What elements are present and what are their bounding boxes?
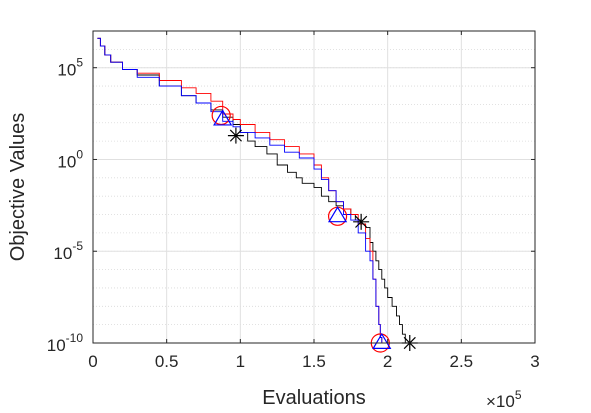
y-tick-exp: -5 [72, 239, 83, 253]
x-tick-label: 0.5 [155, 352, 179, 371]
marker-layer [211, 105, 418, 353]
series-1-marker-2 [353, 213, 370, 230]
series-line-3 [97, 37, 383, 343]
y-tick-base: 10 [53, 244, 72, 263]
x-tick-label: 0 [88, 352, 97, 371]
y-tick-base: 10 [57, 152, 76, 171]
y-axis-label: Objective Values [7, 113, 29, 262]
y-tick-exp: 0 [76, 147, 83, 161]
x-axis-label: Evaluations [262, 387, 365, 409]
y-tick-exp: 5 [76, 56, 83, 70]
y-tick-label: 10-5 [53, 239, 83, 263]
x-multiplier-base: ×10 [486, 392, 515, 411]
x-multiplier-exp: 5 [515, 388, 522, 402]
y-tick-label: 105 [57, 56, 83, 80]
series-layer [97, 37, 410, 344]
y-tick-label: 100 [57, 147, 83, 171]
series-1-marker-1 [227, 127, 244, 144]
y-tick-exp: -10 [66, 331, 84, 345]
x-tick-label: 2.5 [450, 352, 474, 371]
y-tick-label: 10-10 [47, 331, 84, 355]
y-tick-base: 10 [47, 336, 66, 355]
x-multiplier: ×105 [486, 388, 522, 411]
x-axis-ticks: 0 0.5 1 1.5 2 2.5 3 [88, 31, 540, 371]
series-3-marker-1 [213, 109, 233, 126]
series-3-marker-3 [372, 332, 392, 349]
x-tick-label: 1 [236, 352, 245, 371]
series-3-marker-2 [327, 206, 348, 223]
x-tick-label: 2 [383, 352, 392, 371]
x-tick-label: 1.5 [302, 352, 326, 371]
x-tick-label: 3 [530, 352, 539, 371]
y-tick-base: 10 [57, 61, 76, 80]
